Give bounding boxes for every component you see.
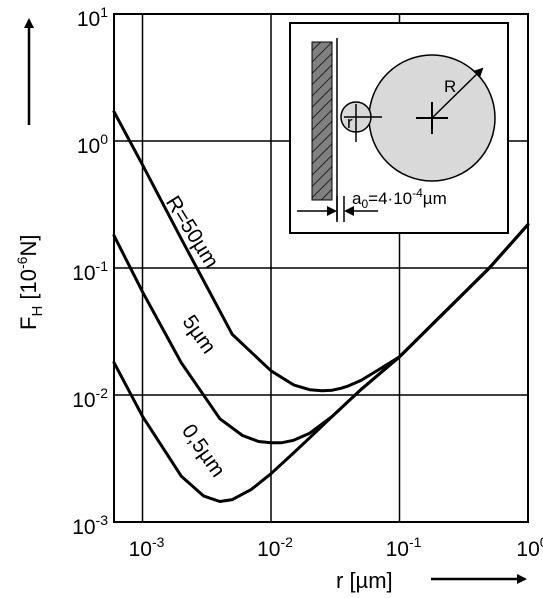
- inset-diagram: R r a0=4·10-4µm: [289, 22, 509, 234]
- y-tick-label: 10-2: [72, 385, 108, 412]
- series-layer: [112, 110, 530, 503]
- svg-text:FH [10-6N]: FH [10-6N]: [14, 235, 46, 330]
- inset-gap-label: a0=4·10-4µm: [352, 186, 447, 211]
- y-axis-label: FH [10-6N]: [14, 235, 46, 330]
- x-tick-label: 100: [516, 534, 543, 561]
- y-tick-label: 10-3: [72, 512, 108, 539]
- x-tick-label: 10-2: [257, 534, 293, 561]
- y-tick-label: 101: [77, 4, 108, 31]
- tick-labels: 10-3 10-2 10-1 100 10-3 10-2 10-1 100 101: [72, 4, 543, 561]
- x-tick-label: 10-1: [386, 534, 422, 561]
- curve-label: 0,5µm: [177, 420, 230, 481]
- y-tick-label: 10-1: [72, 258, 108, 285]
- series-line: [112, 223, 530, 503]
- series-line: [112, 223, 530, 445]
- inset-wall: [311, 41, 333, 201]
- inset-radius-arrow: [431, 67, 484, 119]
- y-tick-label: 100: [77, 131, 108, 158]
- x-tick-label: 10-3: [129, 534, 165, 561]
- inset-label-R: R: [444, 77, 456, 96]
- plot-frame: [113, 13, 529, 523]
- x-axis-label: r [µm]: [336, 568, 393, 593]
- inset-label-r: r: [347, 113, 353, 132]
- curve-label: 5µm: [178, 311, 221, 358]
